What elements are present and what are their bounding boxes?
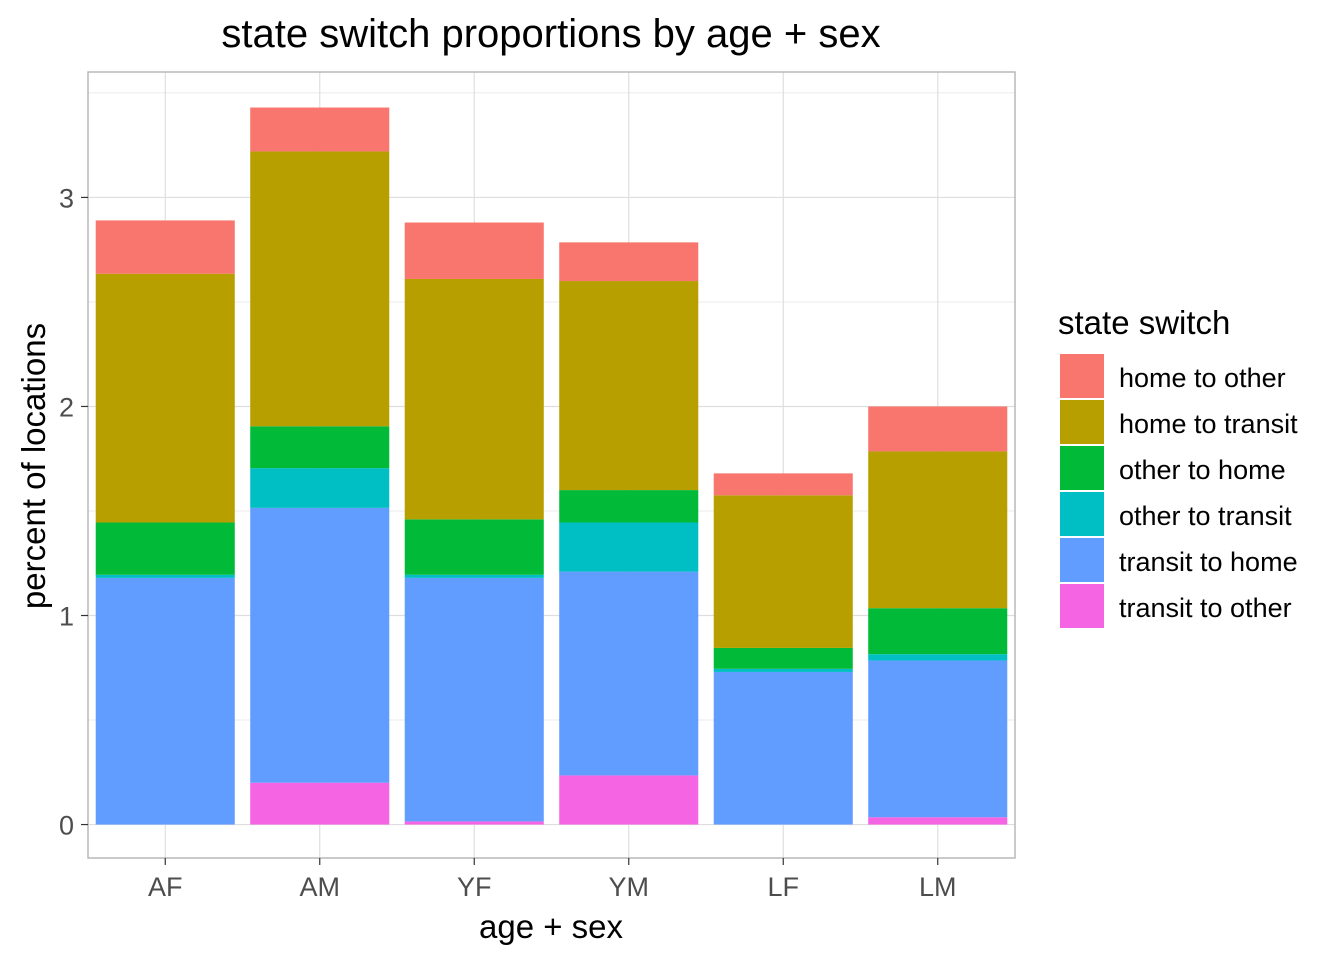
bar-yf-transit-to-other — [404, 821, 544, 825]
bar-yf-transit-to-home — [404, 577, 544, 822]
x-tick-label: LM — [919, 872, 957, 902]
bar-am-home-to-other — [250, 107, 390, 152]
legend-key-transit-to-home — [1060, 538, 1104, 582]
bar-ym-home-to-other — [559, 242, 699, 282]
legend-key-other-to-transit — [1060, 492, 1104, 536]
legend-label: transit to home — [1119, 547, 1298, 577]
bar-yf-home-to-other — [404, 222, 544, 279]
bar-ym-transit-to-other — [559, 775, 699, 825]
bar-am-transit-to-other — [250, 782, 390, 825]
legend-key-other-to-home — [1060, 446, 1104, 490]
bar-af-home-to-other — [95, 220, 235, 274]
legend-items: home to other home to transit other to hom… — [1060, 354, 1298, 628]
bar-ym-transit-to-home — [559, 571, 699, 776]
legend-key-home-to-transit — [1060, 400, 1104, 444]
plot-panel-border — [87, 71, 1016, 859]
bar-yf-other-to-home — [404, 519, 544, 575]
y-tick-label: 1 — [59, 602, 74, 632]
legend-label: other to home — [1119, 455, 1286, 485]
y-tick-label: 3 — [59, 183, 74, 213]
bar-af-other-to-transit — [95, 574, 235, 578]
plot-panel — [88, 72, 1015, 858]
bar-lm-transit-to-other — [868, 817, 1008, 825]
legend-title: state switch — [1058, 304, 1230, 341]
bar-lf-other-to-home — [713, 647, 853, 669]
bar-lm-home-to-transit — [868, 451, 1008, 609]
bar-af-home-to-transit — [95, 273, 235, 523]
bar-lf-transit-to-home — [713, 671, 853, 825]
bar-yf-home-to-transit — [404, 278, 544, 520]
legend: state switch home to other home to transi… — [1058, 304, 1298, 628]
bar-lf-other-to-transit — [713, 668, 853, 672]
bar-lf-home-to-other — [713, 473, 853, 496]
x-tick-label: LF — [767, 872, 799, 902]
legend-label: home to other — [1119, 363, 1286, 393]
bar-af-other-to-home — [95, 522, 235, 575]
bar-am-transit-to-home — [250, 507, 390, 783]
x-tick-label: AF — [148, 872, 183, 902]
x-tick-label: AM — [300, 872, 341, 902]
y-axis-title: percent of locations — [15, 323, 52, 609]
bar-af-transit-to-home — [95, 577, 235, 825]
x-tick-label: YF — [457, 872, 492, 902]
y-axis: 0 1 2 3 — [59, 183, 88, 841]
legend-key-transit-to-other — [1060, 584, 1104, 628]
chart-title: state switch proportions by age + sex — [221, 12, 880, 56]
x-tick-label: YM — [609, 872, 650, 902]
bar-ym-home-to-transit — [559, 281, 699, 491]
bar-lf-home-to-transit — [713, 495, 853, 648]
bar-lm-home-to-other — [868, 406, 1008, 452]
bar-lm-other-to-home — [868, 608, 1008, 655]
legend-label: other to transit — [1119, 501, 1292, 531]
bar-am-other-to-home — [250, 426, 390, 469]
bar-am-home-to-transit — [250, 151, 390, 427]
legend-label: transit to other — [1119, 593, 1292, 623]
bar-am-other-to-transit — [250, 468, 390, 508]
x-axis-title: age + sex — [479, 908, 624, 945]
bar-ym-other-to-home — [559, 490, 699, 523]
bar-yf-other-to-transit — [404, 574, 544, 578]
legend-key-home-to-other — [1060, 354, 1104, 398]
x-axis: AF AM YF YM LF LM — [148, 858, 957, 902]
legend-label: home to transit — [1119, 409, 1298, 439]
bar-lm-other-to-transit — [868, 654, 1008, 661]
bar-lm-transit-to-home — [868, 660, 1008, 818]
y-tick-label: 2 — [59, 392, 74, 422]
bar-ym-other-to-transit — [559, 522, 699, 572]
y-tick-label: 0 — [59, 811, 74, 841]
bar-layer — [95, 107, 1008, 825]
